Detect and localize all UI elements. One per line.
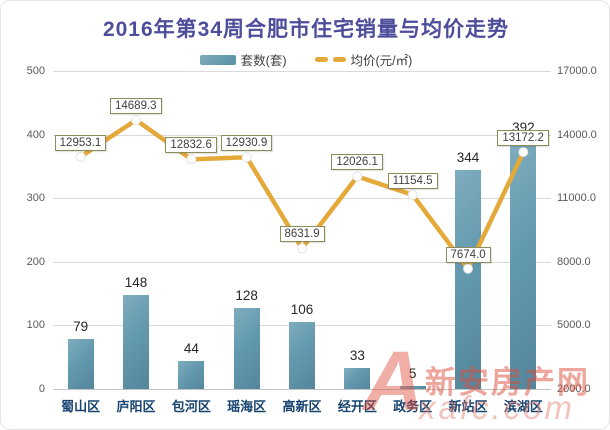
price-callout: 11154.5 [387, 172, 438, 189]
bar [178, 361, 205, 389]
line-series-swatch-icon [314, 57, 346, 62]
x-axis-line [53, 389, 551, 390]
bar [123, 294, 149, 389]
bar-value-label: 79 [73, 318, 89, 334]
legend: 套数(套) 均价(元/㎡) [1, 50, 609, 69]
price-callout: 13172.2 [497, 130, 549, 147]
bar [344, 368, 371, 389]
x-axis-label: 政务区 [393, 399, 433, 414]
bar-value-label: 44 [183, 341, 199, 357]
price-point [241, 152, 252, 163]
right-axis-tick: 11000.0 [557, 192, 596, 205]
bar [399, 385, 426, 389]
right-axis-tick: 17000.0 [557, 65, 597, 77]
bar-value-label: 5 [408, 365, 417, 381]
left-axis-tick: 500 [26, 65, 45, 77]
left-axis-tick: 400 [26, 128, 45, 141]
legend-units-label: 套数(套) [240, 54, 287, 68]
x-axis-label: 经开区 [337, 399, 377, 414]
x-axis-label: 新站区 [448, 399, 488, 414]
price-callout: 12953.1 [54, 134, 107, 151]
price-point [352, 171, 363, 182]
price-point [131, 114, 141, 125]
x-axis-label: 蜀山区 [61, 399, 101, 414]
left-axis-tick: 100 [26, 319, 45, 332]
price-callout: 12026.1 [331, 154, 383, 171]
right-axis-tick: 2000.0 [557, 383, 591, 395]
bar-value-label: 106 [290, 301, 314, 317]
price-callout: 12832.6 [165, 137, 217, 154]
x-axis-label: 滨湖区 [503, 399, 543, 414]
x-axis-label: 包河区 [171, 399, 211, 414]
x-axis-label: 高新区 [282, 399, 322, 414]
left-axis-tick: 300 [26, 192, 45, 205]
right-axis-tick: 14000.0 [557, 128, 597, 141]
price-point [297, 243, 307, 254]
price-callout: 8631.9 [279, 226, 325, 243]
bar-series-swatch-icon [199, 54, 236, 65]
chart-title: 2016年第34周合肥市住宅销量与均价走势 [102, 18, 510, 41]
x-axis-label: 瑶海区 [227, 399, 267, 414]
bar [289, 321, 315, 389]
bar-value-label: 344 [456, 150, 480, 166]
left-axis-tick: 0 [38, 383, 45, 395]
gridline [53, 134, 551, 136]
legend-price-label: 均价(元/㎡) [350, 54, 413, 68]
x-axis-label: 庐阳区 [116, 399, 156, 414]
bar [455, 170, 481, 389]
price-callout: 12930.9 [220, 135, 273, 152]
price-callout: 14689.3 [110, 97, 162, 114]
legend-item-price: 均价(元/㎡) [314, 50, 413, 69]
bar [67, 338, 94, 389]
bar-value-label: 148 [124, 274, 148, 290]
price-point [75, 151, 86, 162]
gridline [53, 71, 551, 72]
legend-item-units: 套数(套) [199, 50, 287, 69]
bar [510, 139, 537, 389]
bar-value-label: 33 [349, 348, 365, 363]
bar [233, 307, 260, 389]
bar-value-label: 128 [235, 287, 258, 303]
right-axis-tick: 8000.0 [557, 255, 591, 268]
left-axis-tick: 200 [26, 255, 45, 268]
price-point [186, 154, 197, 165]
right-axis-tick: 5000.0 [557, 319, 591, 332]
price-callout: 7674.0 [445, 246, 491, 263]
